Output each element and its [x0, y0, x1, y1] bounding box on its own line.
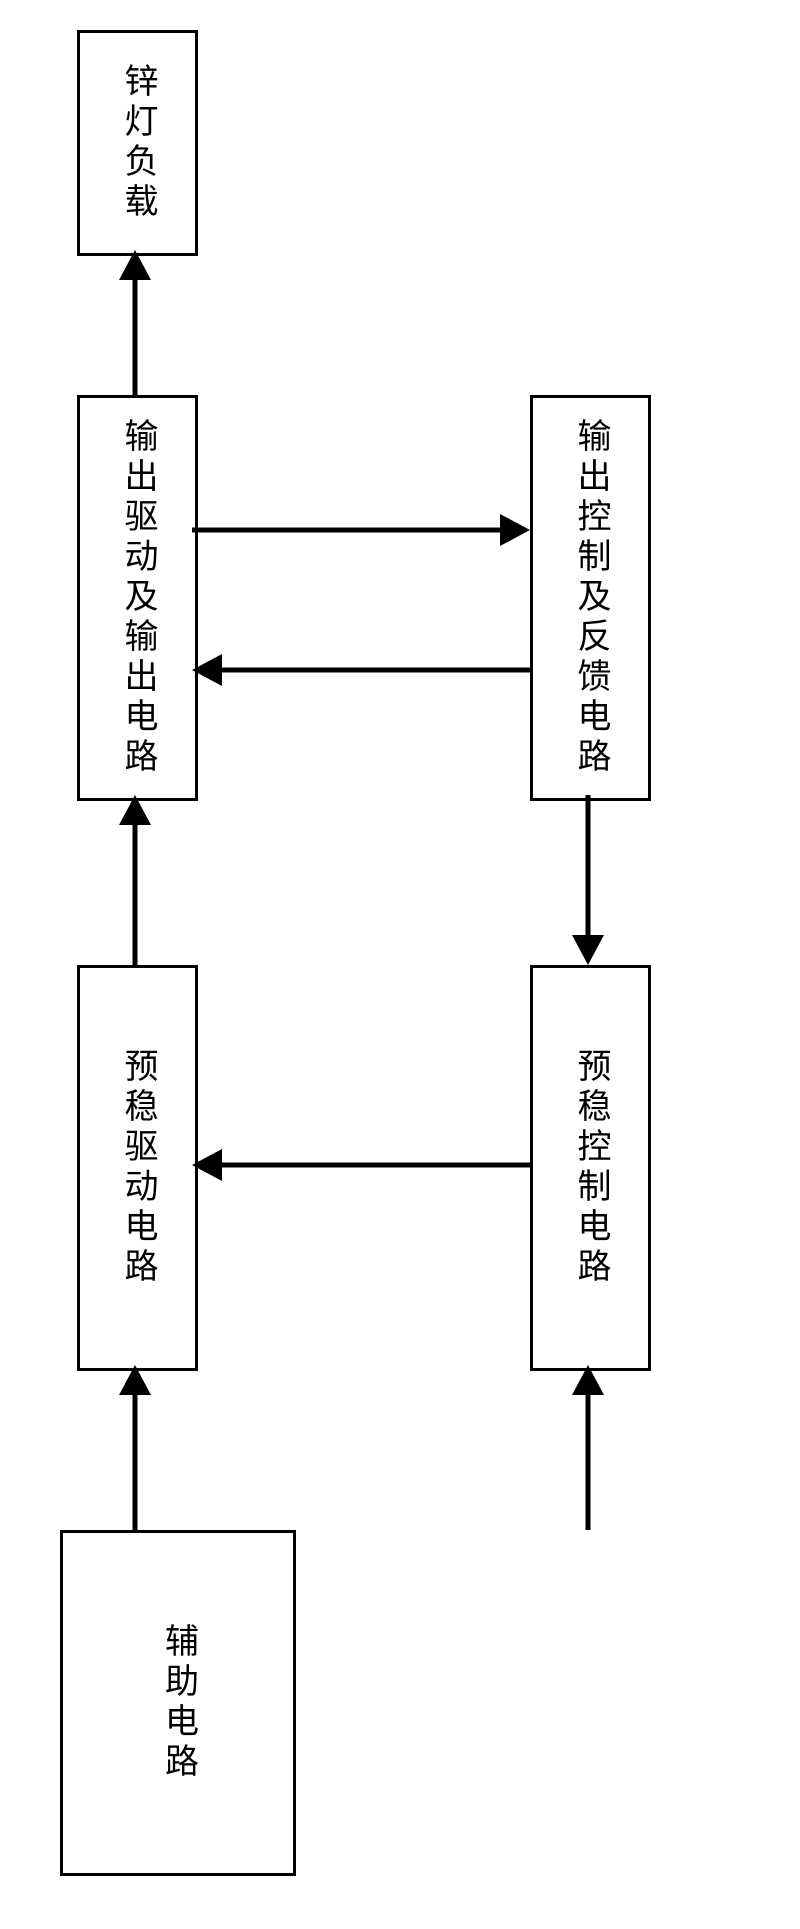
arrows-layer — [0, 0, 800, 1929]
